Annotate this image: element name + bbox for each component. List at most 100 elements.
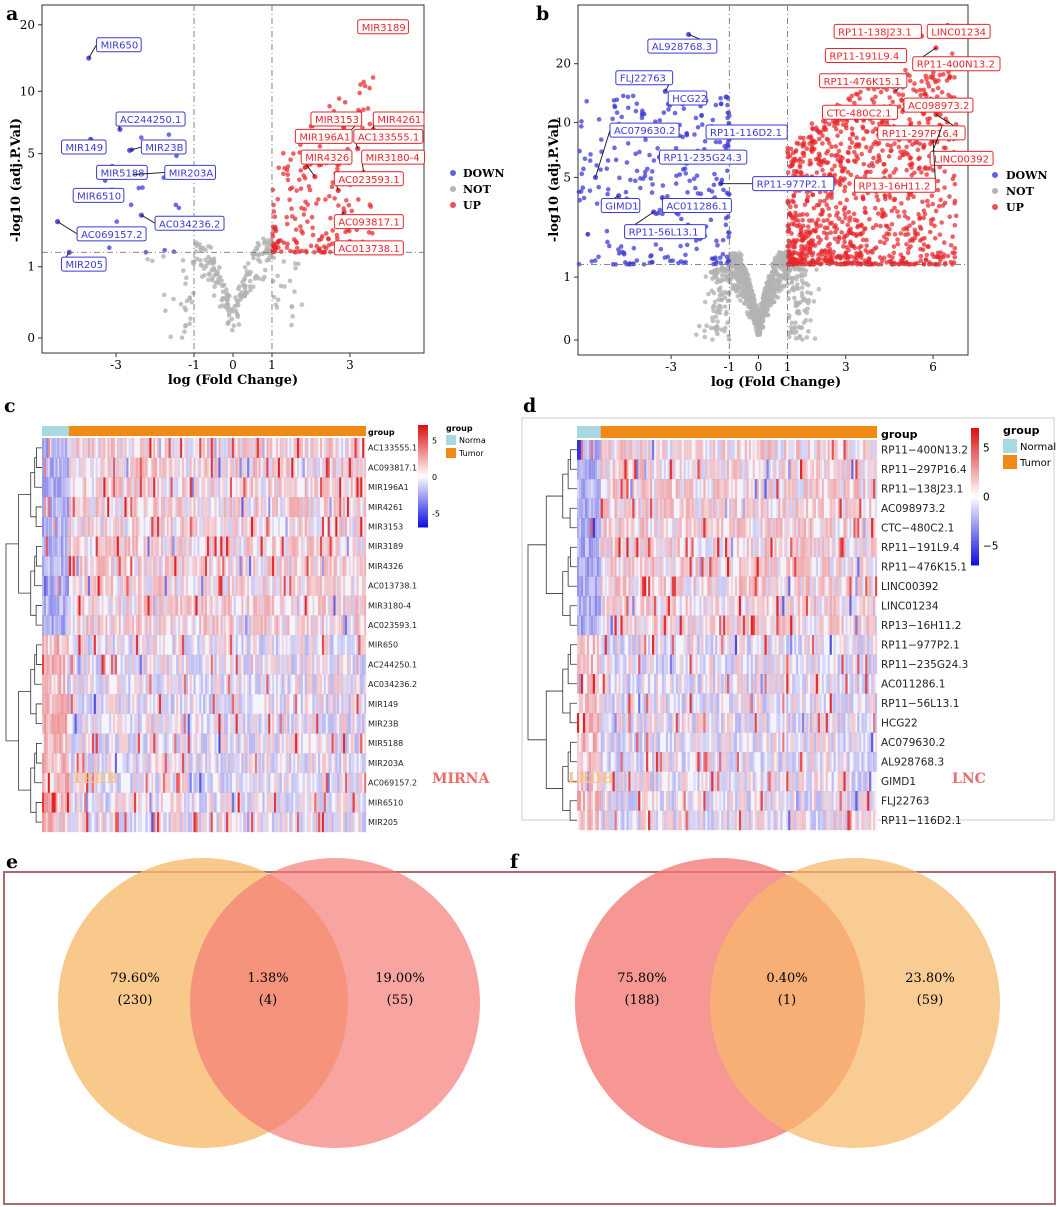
heatmap-cell <box>262 556 265 577</box>
heatmap-cell <box>172 635 175 655</box>
data-point-down <box>578 189 584 194</box>
heatmap-cell <box>116 635 119 655</box>
heatmap-cell <box>264 635 267 655</box>
heatmap-cell <box>166 536 169 557</box>
heatmap-cell <box>84 556 87 577</box>
data-point-up <box>884 259 889 265</box>
heatmap-cell <box>59 516 62 537</box>
data-point-up <box>344 198 349 203</box>
heatmap-cell <box>237 457 240 478</box>
heatmap-cell <box>346 457 349 478</box>
heatmap-cell <box>270 595 273 616</box>
heatmap-cell <box>49 635 52 655</box>
data-point-down <box>596 184 601 190</box>
point-label-box <box>310 111 363 127</box>
heatmap-cell <box>59 536 62 557</box>
data-point-up <box>285 241 290 247</box>
heatmap-cell <box>55 575 58 596</box>
heatmap-cell <box>47 615 50 636</box>
data-point-not <box>715 319 720 324</box>
heatmap-cell <box>88 635 91 655</box>
heatmap-cell <box>331 536 334 557</box>
heatmap-cell <box>170 516 173 537</box>
heatmap-cell <box>283 556 286 577</box>
data-point-up <box>887 173 893 179</box>
heatmap-cell <box>160 654 163 675</box>
heatmap-cell <box>43 733 47 754</box>
data-point-not <box>254 246 260 252</box>
heatmap-cell <box>187 497 190 517</box>
heatmap-cell <box>318 536 321 557</box>
data-point-not <box>236 286 241 292</box>
heatmap-cell <box>149 635 152 655</box>
heatmap-cell <box>128 654 131 675</box>
heatmap-cell <box>250 575 254 596</box>
data-point-up <box>294 240 300 246</box>
data-point-up <box>817 256 823 262</box>
heatmap-cell <box>89 635 93 655</box>
heatmap-cell <box>143 516 146 537</box>
heatmap-cell <box>304 595 307 616</box>
heatmap-cell <box>245 457 248 478</box>
heatmap-cell <box>360 457 363 478</box>
heatmap-cell <box>45 674 48 695</box>
data-point-up <box>949 51 955 56</box>
heatmap-cell <box>283 713 286 734</box>
data-point-up <box>904 144 909 150</box>
heatmap-cell <box>168 457 171 478</box>
heatmap-cell <box>348 595 351 616</box>
heatmap-cell <box>166 713 169 734</box>
heatmap-cell <box>208 438 211 458</box>
data-point-up <box>847 181 852 186</box>
heatmap-cell <box>249 477 252 498</box>
data-point-not <box>744 280 749 286</box>
heatmap-cell <box>316 556 319 577</box>
data-point-up <box>298 186 304 192</box>
heatmap-cell <box>122 477 125 498</box>
heatmap-cell <box>97 477 100 498</box>
heatmap-cell <box>197 713 200 734</box>
heatmap-cell <box>199 556 202 577</box>
data-point-up <box>922 211 928 217</box>
heatmap-cell <box>109 536 112 557</box>
heatmap-cell <box>55 694 58 714</box>
data-point-down <box>625 141 631 146</box>
heatmap-cell <box>63 713 66 734</box>
heatmap-cell <box>91 635 94 655</box>
data-point-up <box>909 172 915 178</box>
point-label: AL928768.3 <box>652 42 712 53</box>
data-point-not <box>184 298 190 304</box>
heatmap-cell <box>287 556 290 577</box>
heatmap-cell <box>120 457 123 478</box>
heatmap-cell <box>241 477 244 498</box>
heatmap-cell <box>109 516 112 537</box>
data-point-up <box>854 250 859 256</box>
heatmap-cell <box>210 457 213 478</box>
heatmap-cell <box>187 654 190 675</box>
heatmap-cell <box>42 457 45 478</box>
heatmap-cell <box>337 674 340 695</box>
data-point-up <box>285 172 291 177</box>
heatmap-cell <box>354 615 357 636</box>
heatmap-cell <box>266 635 269 655</box>
heatmap-cell <box>266 674 269 695</box>
heatmap-cell <box>128 635 131 655</box>
heatmap-cell <box>231 457 234 478</box>
heatmap-cell <box>212 694 215 714</box>
point-label: MIR3180-4 <box>366 153 420 164</box>
data-point-not <box>798 325 803 331</box>
data-point-up <box>895 209 900 214</box>
heatmap-cell <box>335 713 338 734</box>
heatmap-cell <box>42 713 45 734</box>
data-point-up <box>912 81 917 86</box>
heatmap-cell <box>199 674 202 695</box>
heatmap-cell <box>174 575 177 596</box>
heatmap-cell <box>132 457 135 478</box>
data-point-down <box>685 190 690 195</box>
heatmap-cell <box>132 516 135 537</box>
heatmap-cell <box>358 674 361 695</box>
heatmap-cell <box>212 674 215 695</box>
heatmap-cell <box>239 457 242 478</box>
label-leader-line <box>133 171 165 175</box>
heatmap-cell <box>181 674 185 695</box>
